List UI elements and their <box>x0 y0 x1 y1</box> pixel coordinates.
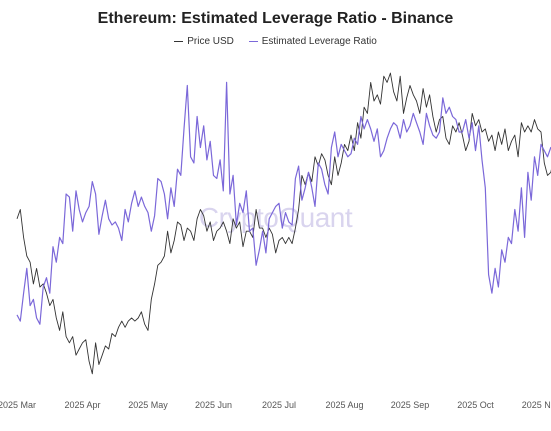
legend-item-leverage[interactable]: Estimated Leverage Ratio <box>248 36 377 47</box>
x-tick-label: 2025 Mar <box>0 400 36 410</box>
x-tick-label: 2025 Jul <box>262 400 296 410</box>
x-axis: 2025 Mar 2025 Apr 2025 May 2025 Jun 2025 Jul… <box>0 400 551 410</box>
x-tick-label: 2025 Oct <box>457 400 494 410</box>
x-tick-label: 2025 Sep <box>391 400 430 410</box>
legend-label-price: Price USD <box>187 36 234 47</box>
chart-title: Ethereum: Estimated Leverage Ratio - Bin… <box>97 10 454 27</box>
legend-item-price[interactable]: Price USD <box>174 36 234 47</box>
legend-label-leverage: Estimated Leverage Ratio <box>261 36 377 47</box>
series-line-leverage <box>16 81 551 325</box>
series-lines <box>16 72 551 375</box>
x-tick-label: 2025 Apr <box>64 400 100 410</box>
series-line-price <box>16 72 551 375</box>
legend: Price USD Estimated Leverage Ratio <box>0 34 551 47</box>
x-tick-label: 2025 Nov <box>522 400 551 410</box>
x-tick-label: 2025 Jun <box>195 400 232 410</box>
x-tick-label: 2025 Aug <box>325 400 363 410</box>
legend-swatch-leverage <box>248 41 258 42</box>
x-tick-label: 2025 May <box>128 400 168 410</box>
legend-swatch-price <box>174 41 184 42</box>
